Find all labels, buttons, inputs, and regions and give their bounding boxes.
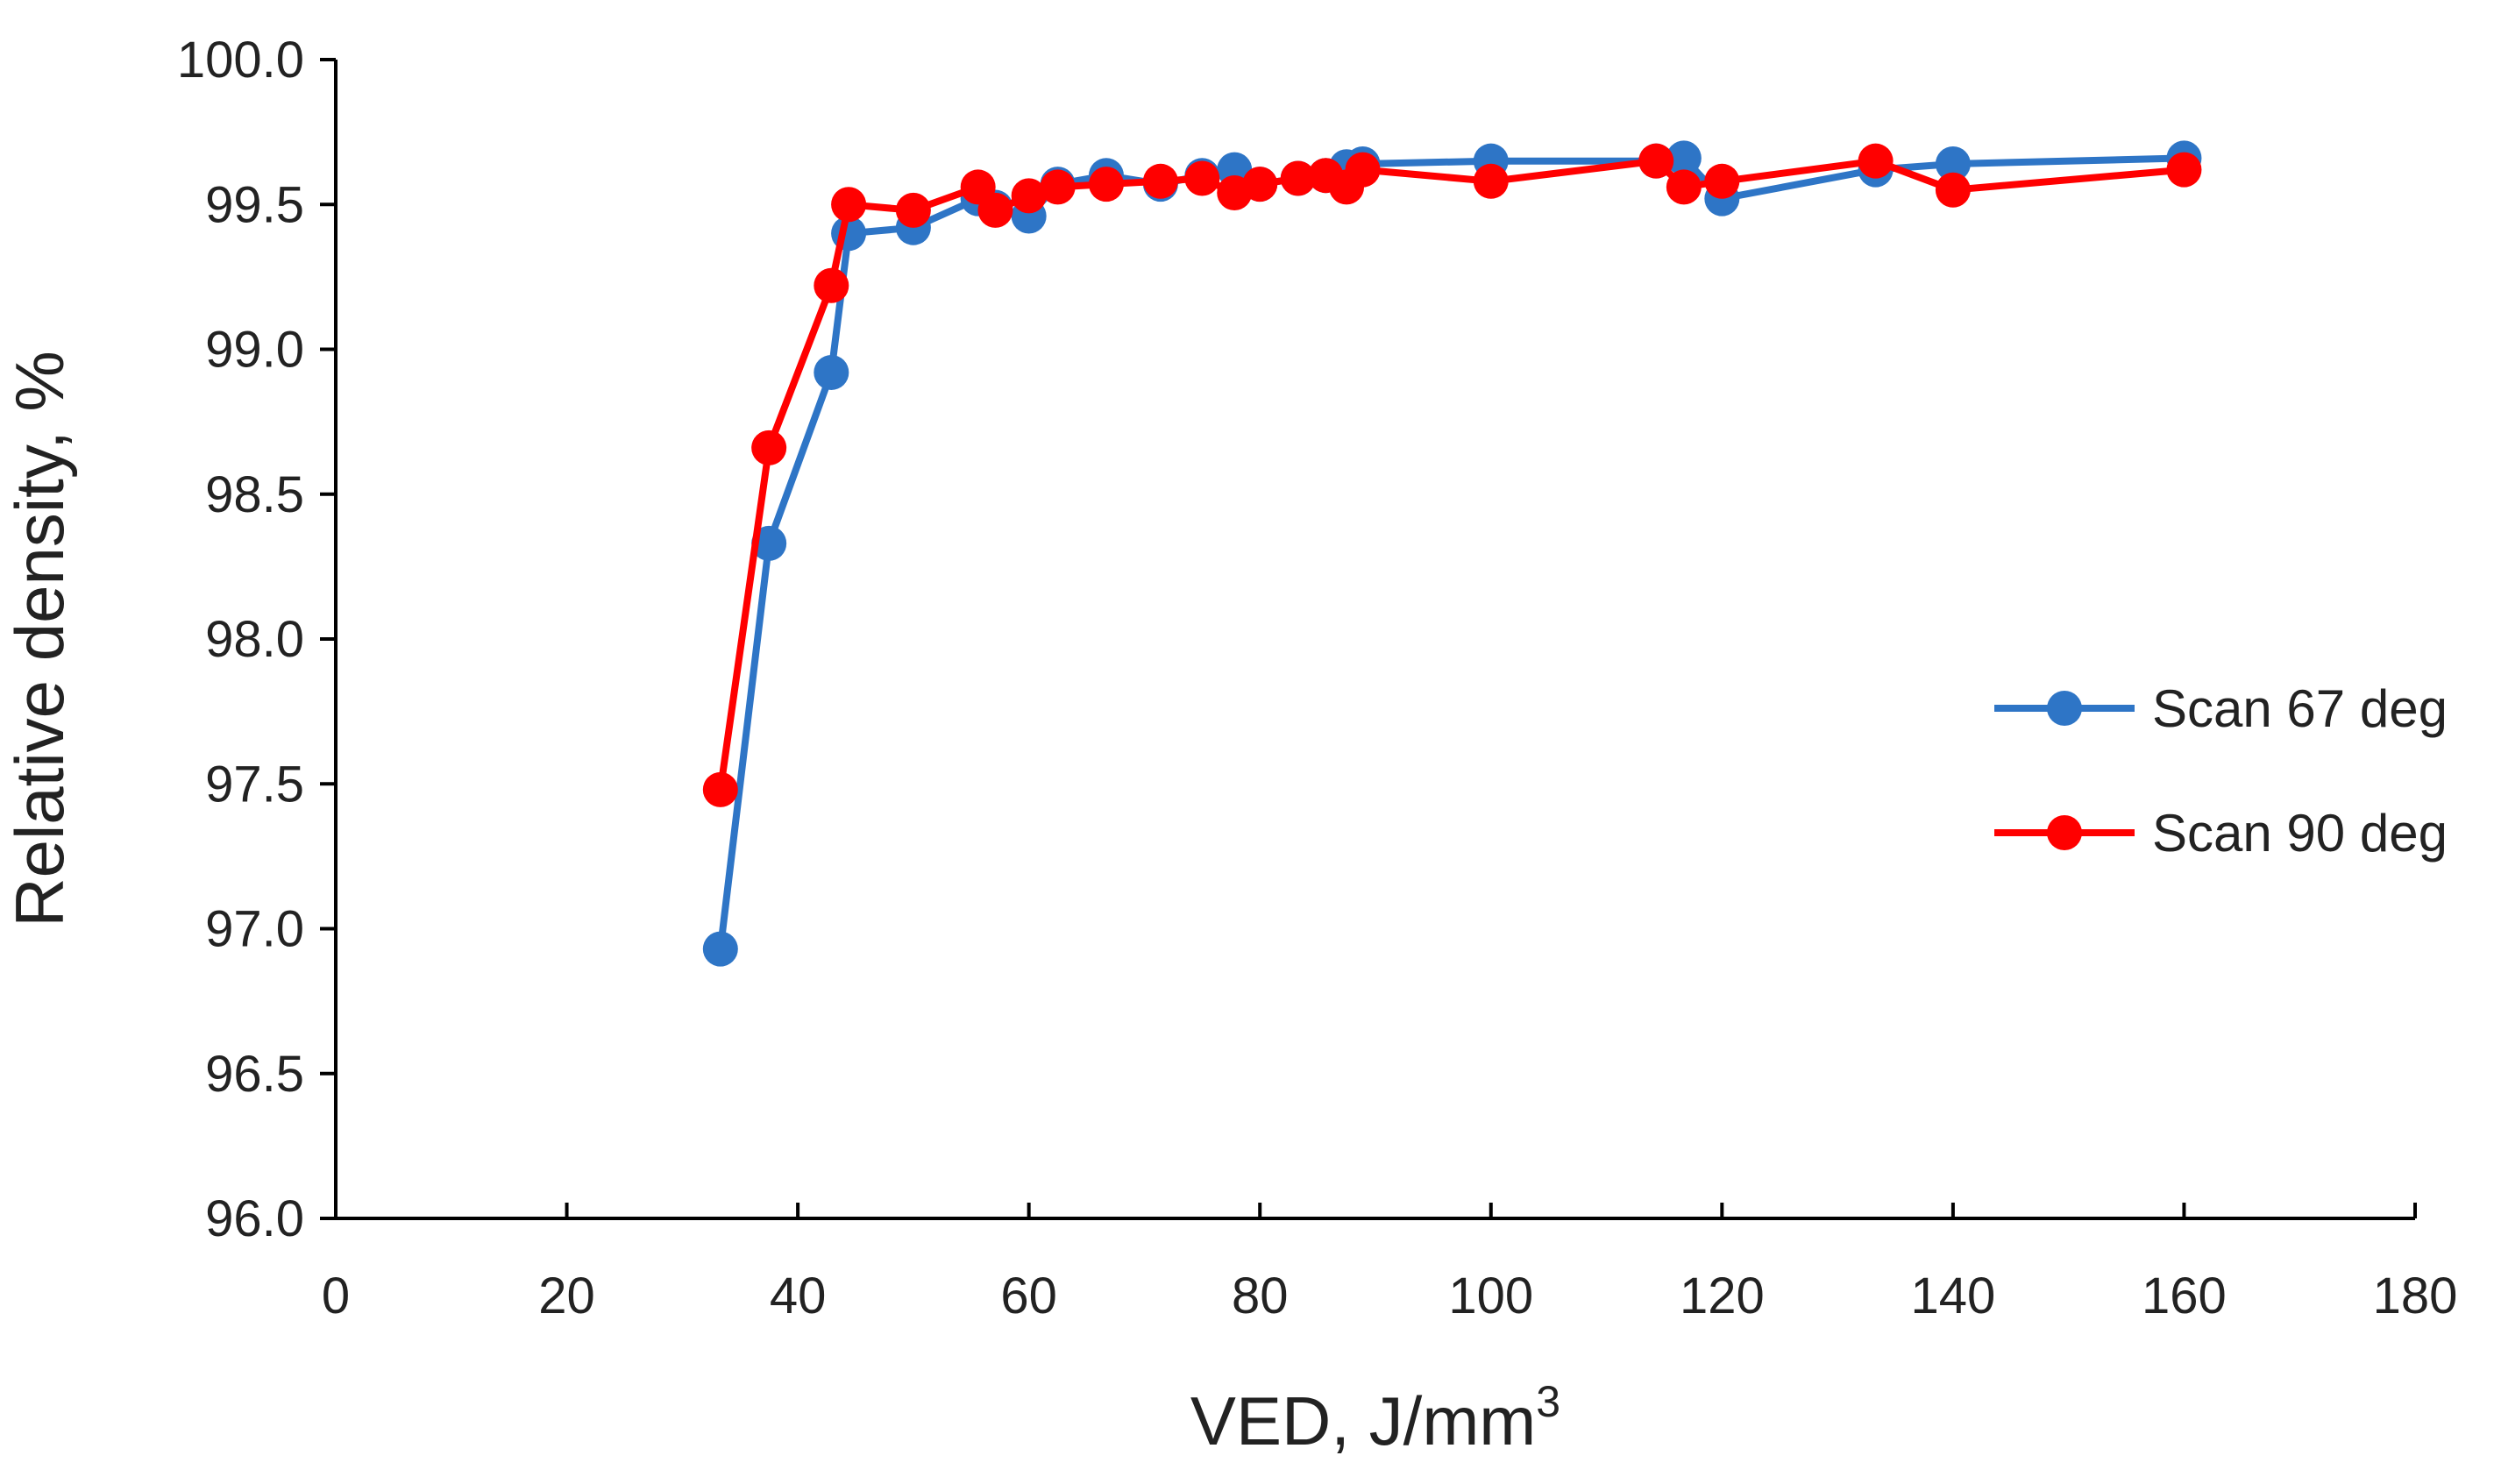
x-axis-title-text: VED, J/mm: [1190, 1382, 1536, 1459]
x-tick-label: 140: [1910, 1267, 1995, 1324]
y-tick-label: 100.0: [177, 32, 304, 89]
x-axis-title-superscript: 3: [1536, 1377, 1560, 1426]
data-point: [1345, 152, 1381, 188]
x-tick-label: 120: [1680, 1267, 1765, 1324]
axes: [334, 60, 2415, 1220]
data-point: [1011, 178, 1047, 214]
x-tick-label: 20: [538, 1267, 595, 1324]
data-point: [1142, 163, 1178, 199]
legend-marker: [2047, 691, 2082, 726]
data-point: [831, 187, 867, 223]
y-tick-label: 98.5: [205, 466, 304, 523]
x-tick-label: 100: [1448, 1267, 1533, 1324]
data-point: [751, 430, 787, 465]
x-tick-label: 0: [322, 1267, 350, 1324]
data-point: [1040, 169, 1076, 205]
legend-marker: [2047, 815, 2082, 850]
x-tick-label: 80: [1232, 1267, 1289, 1324]
data-point: [702, 931, 738, 967]
data-point: [1858, 143, 1894, 179]
data-point: [1704, 163, 1740, 199]
y-tick-label: 99.0: [205, 322, 304, 379]
data-point: [895, 192, 931, 228]
data-point: [2166, 152, 2202, 188]
y-tick-label: 98.0: [205, 611, 304, 668]
y-tick-label: 96.0: [205, 1190, 304, 1247]
series-1: [702, 140, 2202, 967]
data-point: [1473, 163, 1509, 199]
data-point: [1184, 160, 1220, 196]
legend-label: Scan 67 deg: [2152, 679, 2448, 738]
data-point: [814, 267, 849, 303]
data-point: [1242, 167, 1278, 202]
data-point: [1666, 169, 1702, 205]
y-tick-label: 96.5: [205, 1046, 304, 1103]
ticks: 96.0 96.5 97.0 97.5 98.0 98.5 99.0 99.5 100.0 0 20…: [177, 32, 2458, 1324]
data-point: [1088, 167, 1124, 202]
data-point: [814, 354, 849, 390]
x-tick-label: 60: [1000, 1267, 1057, 1324]
series: [702, 140, 2202, 967]
legend-label: Scan 90 deg: [2152, 804, 2448, 863]
y-tick-label: 99.5: [205, 176, 304, 233]
y-tick-label: 97.5: [205, 756, 304, 813]
data-point: [1280, 160, 1316, 196]
data-point: [702, 771, 738, 807]
x-tick-label: 160: [2142, 1267, 2227, 1324]
data-point: [977, 192, 1013, 228]
series-2: [702, 143, 2202, 807]
data-point: [1638, 143, 1674, 179]
legend-item-1: Scan 67 deg: [1994, 679, 2448, 738]
series-line: [716, 154, 2188, 953]
y-tick-label: 97.0: [205, 901, 304, 958]
data-point: [1935, 146, 1971, 181]
x-axis-title: VED, J/mm3: [1190, 1377, 1560, 1459]
x-tick-label: 180: [2373, 1267, 2458, 1324]
y-axis-title: Relative density, %: [1, 351, 78, 927]
data-point: [1666, 140, 1702, 176]
series-line: [716, 157, 2188, 793]
legend-item-2: Scan 90 deg: [1994, 804, 2448, 863]
legend: Scan 67 deg Scan 90 deg: [1994, 679, 2448, 863]
x-tick-label: 40: [770, 1267, 827, 1324]
data-point: [1935, 172, 1971, 208]
axis-titles: Relative density, % VED, J/mm3: [1, 351, 1560, 1459]
